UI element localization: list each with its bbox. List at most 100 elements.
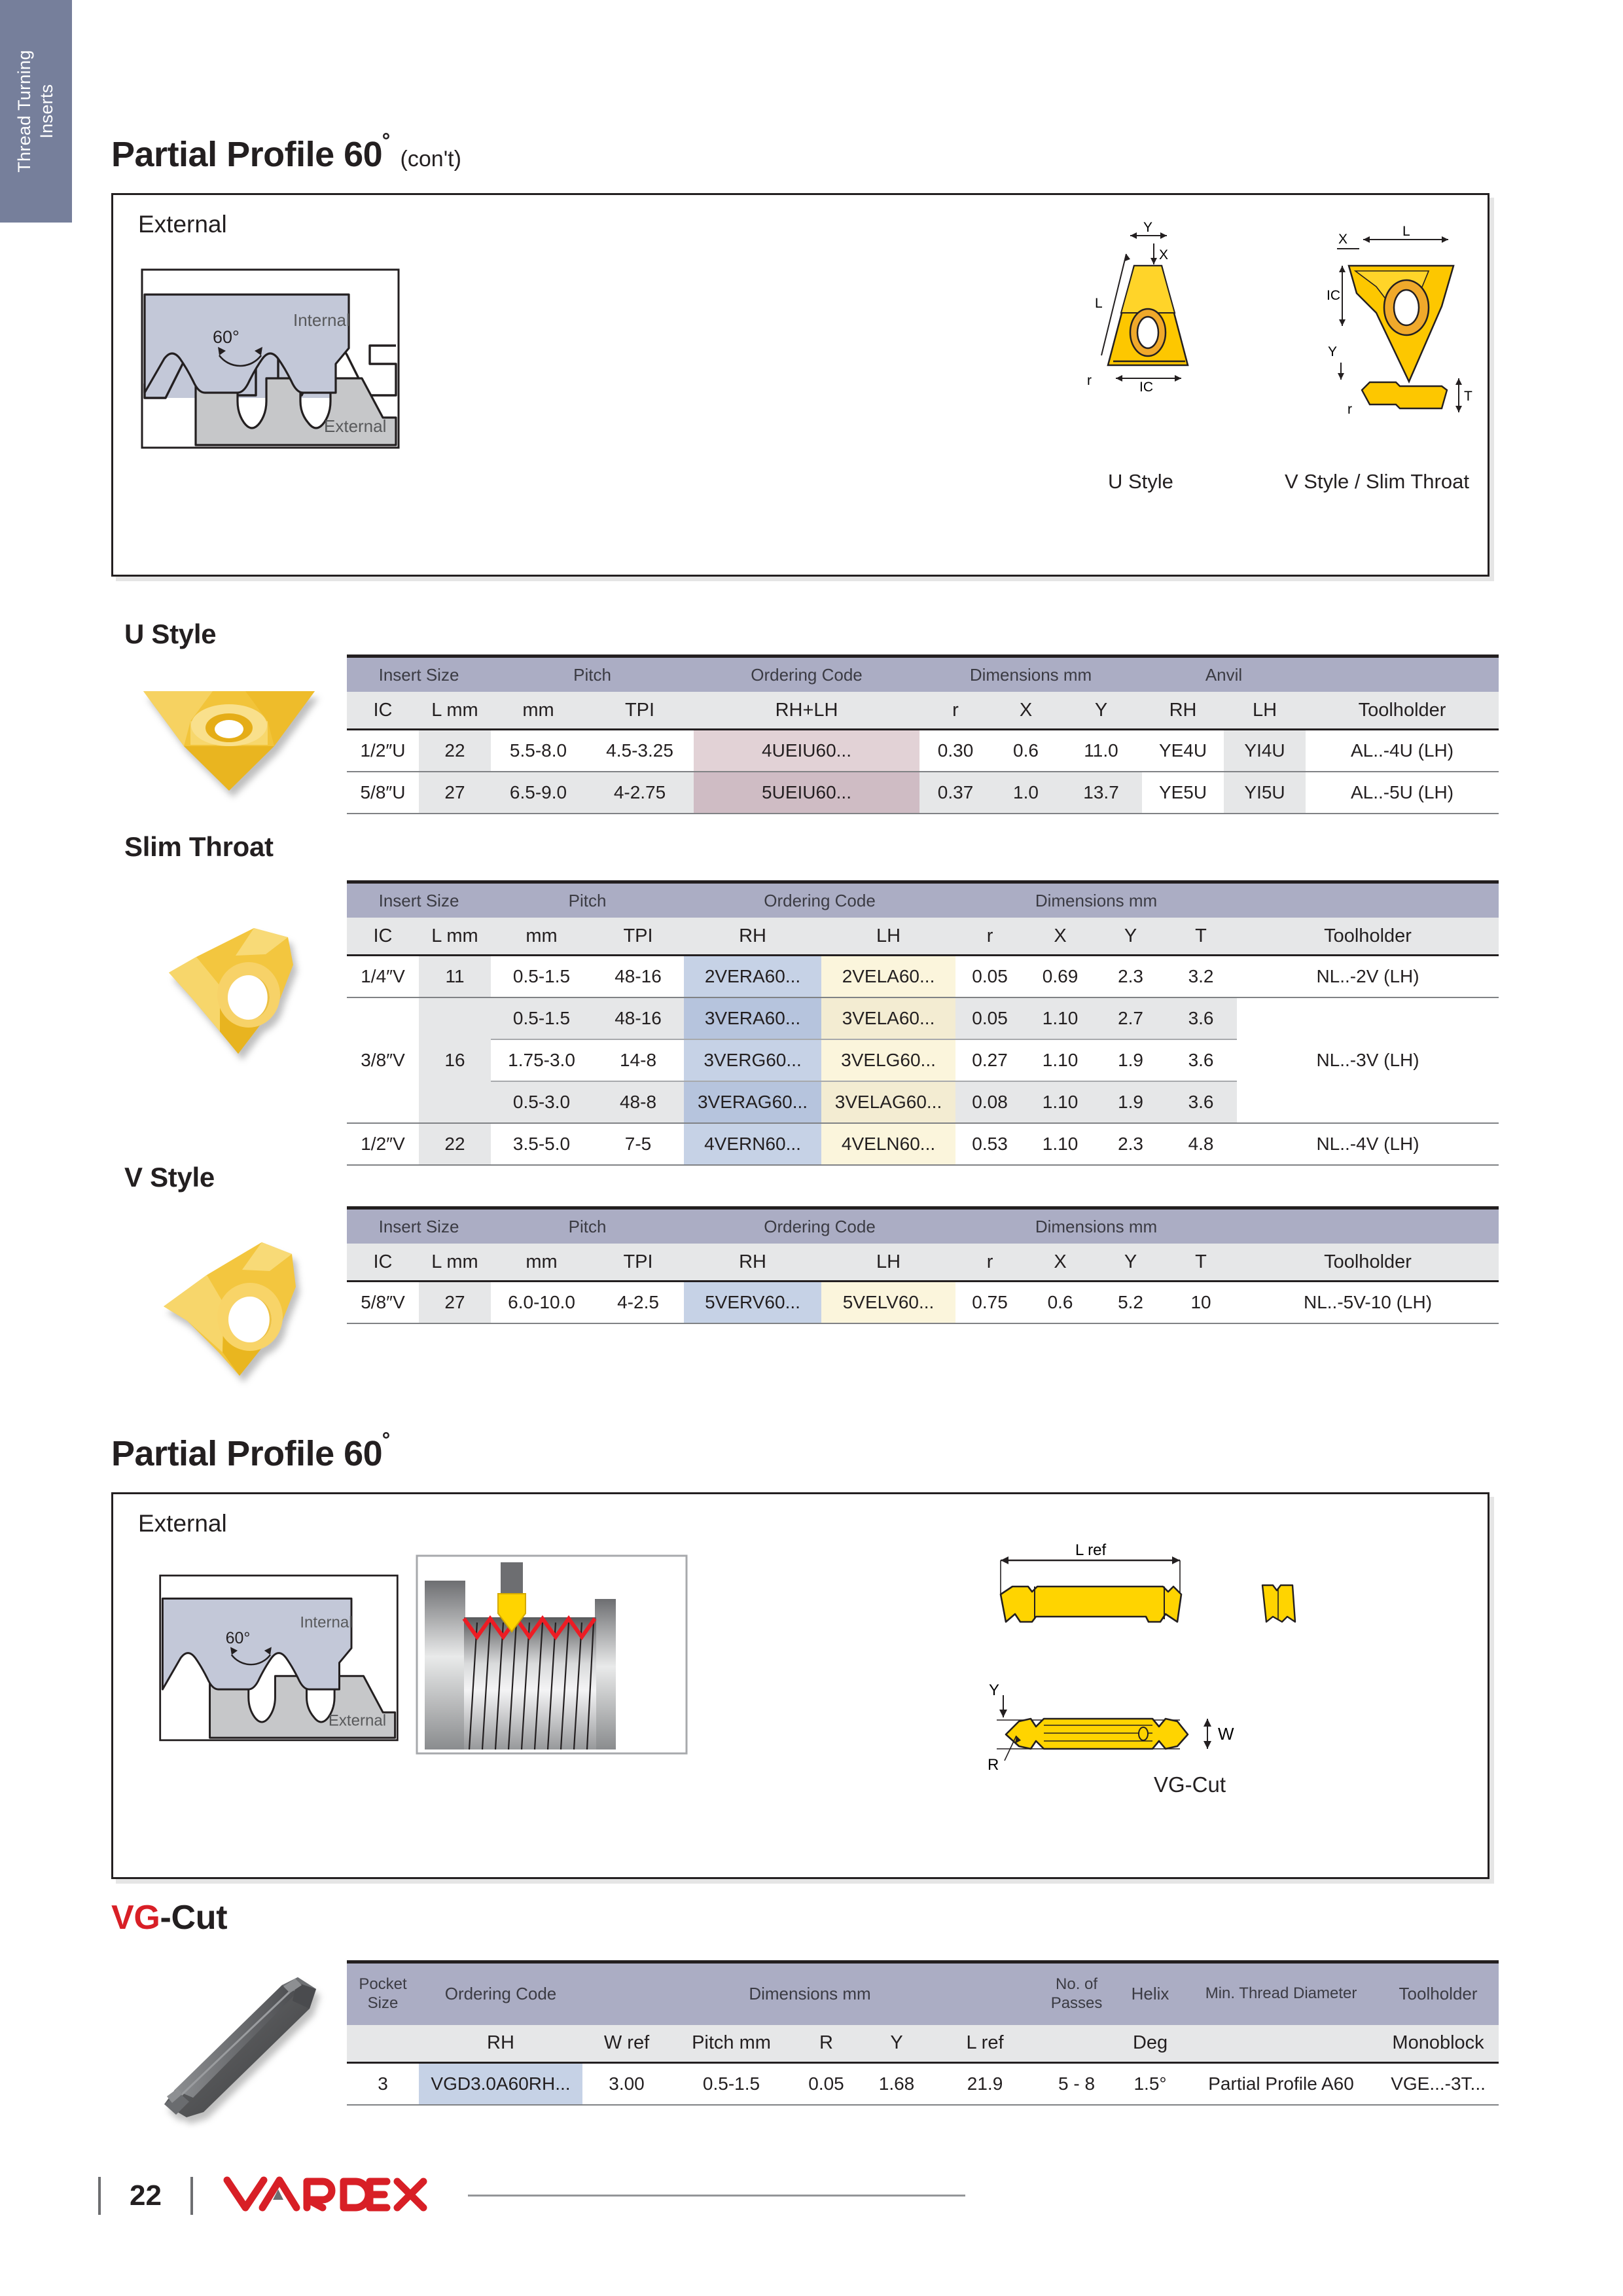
cell-toolholder: AL..-5U (LH) [1306, 771, 1499, 814]
group-header-ordering-code: Ordering Code [419, 1960, 582, 2025]
svg-text:r: r [1087, 373, 1092, 388]
cell-toolholder: VGE...-3T... [1391, 2073, 1486, 2094]
col-header-toolholder: Toolholder [1237, 918, 1499, 956]
degree-symbol-bottom: ˚ [382, 1430, 391, 1459]
table-row[interactable]: 3 VGD3.0A60RH... 3.00 0.5-1.5 0.05 1.68 … [347, 2062, 1499, 2105]
table-row[interactable]: 5/8″U 27 6.5-9.0 4-2.75 5UEIU60... 0.37 … [347, 771, 1499, 814]
cell-x: 0.69 [1042, 966, 1079, 986]
svg-text:Y: Y [1143, 220, 1152, 235]
cell-rh-code: 4VERN60... [684, 1122, 822, 1165]
cell-y: 2.3 [1096, 1122, 1166, 1165]
cell-t: 3.6 [1165, 1081, 1238, 1123]
v-style-group-header-row: Insert Size Pitch Ordering Code Dimensio… [347, 1206, 1499, 1244]
cell-lref: 21.9 [967, 2073, 1003, 2094]
degree-symbol-top: ˚ [382, 131, 391, 160]
cell-x: 0.6 [1047, 1292, 1073, 1312]
cell-anvil-lh: YI4U [1224, 729, 1306, 772]
cell-toolholder: NL..-2V (LH) [1316, 966, 1419, 986]
col-header-r: r [919, 692, 992, 730]
table-row[interactable]: 1/2″V 22 3.5-5.0 7-5 4VERN60... 4VELN60.… [347, 1122, 1499, 1165]
svg-text:Y: Y [989, 1681, 999, 1699]
table-row[interactable]: 1/2″U 22 5.5-8.0 4.5-3.25 4UEIU60... 0.3… [347, 729, 1499, 772]
col-header-l: L mm [419, 918, 491, 956]
svg-text:T: T [1464, 389, 1472, 404]
cell-ic: 5/8″U [347, 771, 419, 814]
svg-text:L: L [1402, 224, 1410, 239]
slim-throat-sub-header-row: IC L mm mm TPI RH LH r X Y T Toolholder [347, 918, 1499, 956]
cell-x: 0.6 [1013, 740, 1039, 761]
cell-r: 0.05 [972, 966, 1008, 986]
v-style-drawing-caption: V Style / Slim Throat [1285, 470, 1469, 493]
thread-external-label: External [329, 1712, 386, 1730]
cell-mm: 5.5-8.0 [509, 740, 567, 761]
cell-t: 3.6 [1165, 1039, 1238, 1081]
cell-x: 1.10 [1024, 1039, 1097, 1081]
svg-text:IC: IC [1327, 288, 1340, 303]
col-header-y: Y [1096, 918, 1166, 956]
cell-min-thread-diameter: Partial Profile A60 [1208, 2073, 1354, 2094]
table-row[interactable]: 3/8″V 16 0.5-1.5 48-16 3VERA60... 3VELA6… [347, 997, 1499, 1123]
group-header-cell: Ordering Code [684, 1206, 956, 1244]
table-row[interactable]: 5/8″V 27 6.0-10.0 4-2.5 5VERV60... 5VELV… [347, 1281, 1499, 1323]
table-row[interactable]: 1/4″V 11 0.5-1.5 48-16 2VERA60... 2VELA6… [347, 955, 1499, 997]
cell-rh-code: 3VERAG60... [684, 1081, 822, 1123]
group-header-cell: Pitch [491, 1206, 685, 1244]
cell-tpi: 14-8 [592, 1039, 685, 1081]
col-header-rhlh: RH+LH [694, 692, 920, 730]
thread-internal-label: Internal [293, 310, 350, 330]
section-heading-vg-cut: VG-Cut [111, 1898, 228, 1937]
col-header-monoblock: Monoblock [1378, 2024, 1499, 2062]
thread-external-label: External [324, 416, 386, 436]
cell-rh-code: 3VERA60... [684, 997, 822, 1039]
col-header-anvil-rh: RH [1142, 692, 1224, 730]
col-header-blank1 [347, 2024, 419, 2062]
cell-r: 0.75 [972, 1292, 1008, 1312]
cell-tpi: 4-2.75 [586, 771, 694, 814]
cell-passes: 5 - 8 [1058, 2073, 1096, 2094]
col-header-lh: LH [821, 918, 956, 956]
cell-mm: 3.5-5.0 [491, 1122, 593, 1165]
col-header-mm: mm [491, 1244, 593, 1282]
cell-rh-code: 3VERG60... [684, 1039, 822, 1081]
vg-cut-dimension-drawing: L ref Y R W [988, 1541, 1296, 1774]
cell-rh-code: 5VERV60... [684, 1281, 822, 1323]
cell-mm: 6.0-10.0 [508, 1292, 575, 1312]
cell-ic: 5/8″V [361, 1292, 405, 1312]
cell-lh-code: 3VELG60... [821, 1039, 956, 1081]
u-style-group-header-row: Insert Size Pitch Ordering Code Dimensio… [347, 655, 1499, 692]
cell-lh-code: 4VELN60... [821, 1122, 956, 1165]
cell-t: 4.8 [1165, 1122, 1238, 1165]
col-header-blank3 [1185, 2024, 1378, 2062]
svg-text:L ref: L ref [1075, 1541, 1106, 1559]
page-title-bottom-text: Partial Profile 60 [111, 1434, 383, 1473]
col-header-tpi: TPI [592, 1244, 685, 1282]
cell-lh-code: 3VELAG60... [821, 1081, 956, 1123]
sidebar-section-tab: Thread Turning Inserts [0, 0, 72, 223]
svg-text:W: W [1218, 1724, 1234, 1744]
col-header-toolholder: Toolholder [1306, 692, 1499, 730]
section-heading-slim-throat: Slim Throat [124, 831, 274, 862]
table-row[interactable]: 1.75-3.0 14-8 3VERG60... 3VELG60... 0.27… [347, 1039, 1499, 1081]
cell-y: 1.68 [878, 2073, 915, 2094]
slim-throat-table: Insert Size Pitch Ordering Code Dimensio… [347, 880, 1499, 1168]
col-header-t: T [1165, 918, 1238, 956]
cell-r: 0.05 [955, 997, 1025, 1039]
page-title-bottom: Partial Profile 60˚ [111, 1430, 391, 1474]
col-header-rh: RH [419, 2024, 582, 2062]
cell-toolholder: NL..-3V (LH) [1237, 997, 1499, 1123]
group-header-cell: Insert Size [347, 655, 491, 692]
col-header-rh: RH [684, 1244, 822, 1282]
group-header-cell: Ordering Code [684, 880, 956, 918]
cell-rh-code: 2VERA60... [684, 955, 822, 997]
cell-r: 0.05 [808, 2073, 844, 2094]
group-header-helix: Helix [1116, 1960, 1185, 2025]
vg-cut-drawing-caption: VG-Cut [1154, 1772, 1226, 1797]
col-header-r: r [955, 918, 1025, 956]
table-row[interactable]: 0.5-3.0 48-8 3VERAG60... 3VELAG60... 0.0… [347, 1081, 1499, 1123]
group-header-cell: Pitch [491, 880, 685, 918]
vardex-logo-mark [223, 2176, 427, 2212]
cell-anvil-lh: YI5U [1224, 771, 1306, 814]
u-style-insert-image [143, 691, 315, 791]
cell-r: 0.08 [955, 1081, 1025, 1123]
cell-pocket-size: 3 [378, 2073, 388, 2094]
